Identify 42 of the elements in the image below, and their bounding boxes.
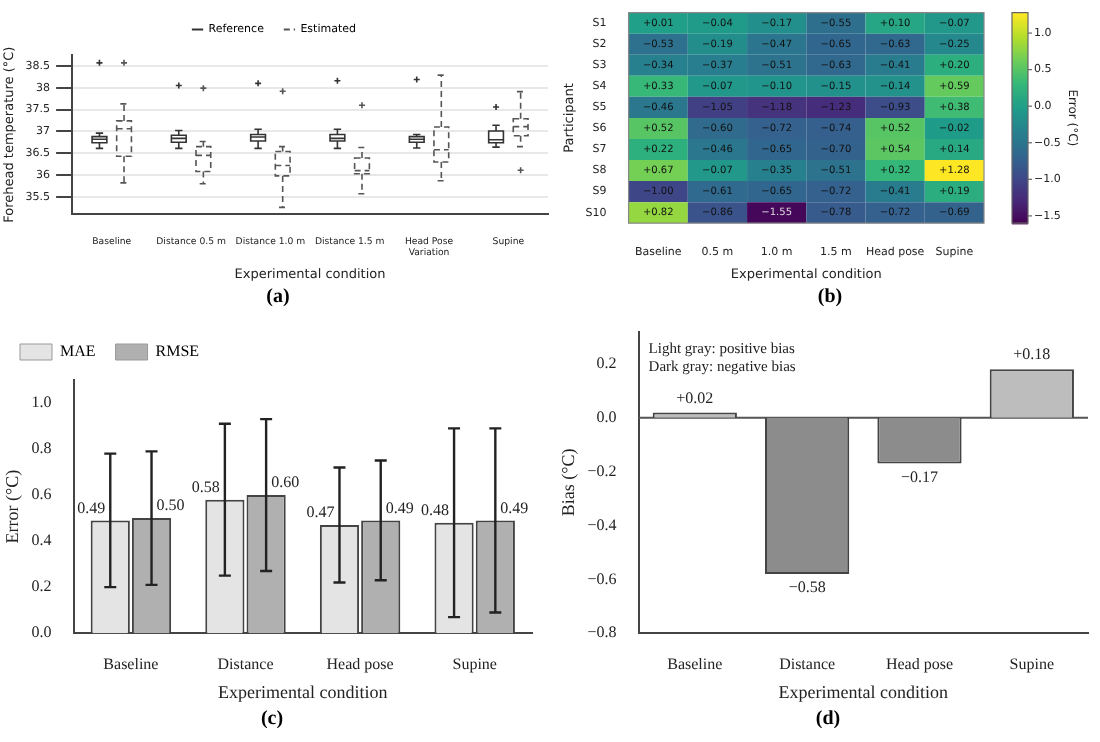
y-tick-label: 0.6 <box>31 485 52 504</box>
x-axis-title: Experimental condition <box>218 681 389 702</box>
y-tick-label: 0.0 <box>31 623 52 642</box>
y-tick-label: 0.2 <box>31 577 52 596</box>
legend-label: MAE <box>60 342 96 361</box>
y-axis-title: Error (°C) <box>1 469 22 544</box>
x-tick-label: Distance <box>779 654 837 673</box>
text: (c) <box>258 708 286 730</box>
data-label: 0.58 <box>191 477 220 496</box>
text: (a) <box>264 286 292 308</box>
data-label: 0.49 <box>500 498 529 517</box>
text: (d) <box>813 708 843 730</box>
y-tick-label: −0.4 <box>587 515 617 534</box>
x-tick-label: Head pose <box>326 654 395 673</box>
data-label: +0.18 <box>1013 345 1051 364</box>
x-axis-title: Experimental condition <box>778 681 950 702</box>
y-tick-label: −0.8 <box>587 623 617 642</box>
data-label: 0.49 <box>385 498 414 517</box>
x-tick-label: Baseline <box>667 654 724 673</box>
x-tick-label: Supine <box>452 654 498 673</box>
y-tick-label: −0.2 <box>587 461 617 480</box>
y-tick-label: 1.0 <box>31 393 52 412</box>
data-label: −0.58 <box>788 578 826 597</box>
y-tick-label: 0.4 <box>31 531 52 550</box>
x-tick-label: Distance <box>217 654 275 673</box>
y-tick-label: 0.0 <box>596 407 617 426</box>
data-label: 0.49 <box>77 498 106 517</box>
data-label: +0.02 <box>676 388 714 407</box>
y-axis-title: Bias (°C) <box>557 448 578 517</box>
legend-label: RMSE <box>155 342 200 361</box>
data-label: 0.50 <box>156 496 185 515</box>
x-tick-label: Head pose <box>885 654 954 673</box>
x-tick-label: Supine <box>1009 654 1055 673</box>
text: (b) <box>815 286 845 308</box>
data-label: 0.47 <box>306 503 335 522</box>
y-tick-label: 0.2 <box>596 354 617 373</box>
data-label: 0.60 <box>271 473 300 492</box>
y-tick-label: −0.6 <box>587 569 617 588</box>
x-tick-label: Baseline <box>103 654 160 673</box>
data-label: −0.17 <box>900 467 938 486</box>
data-label: 0.48 <box>421 500 450 519</box>
y-tick-label: 0.8 <box>31 439 52 458</box>
